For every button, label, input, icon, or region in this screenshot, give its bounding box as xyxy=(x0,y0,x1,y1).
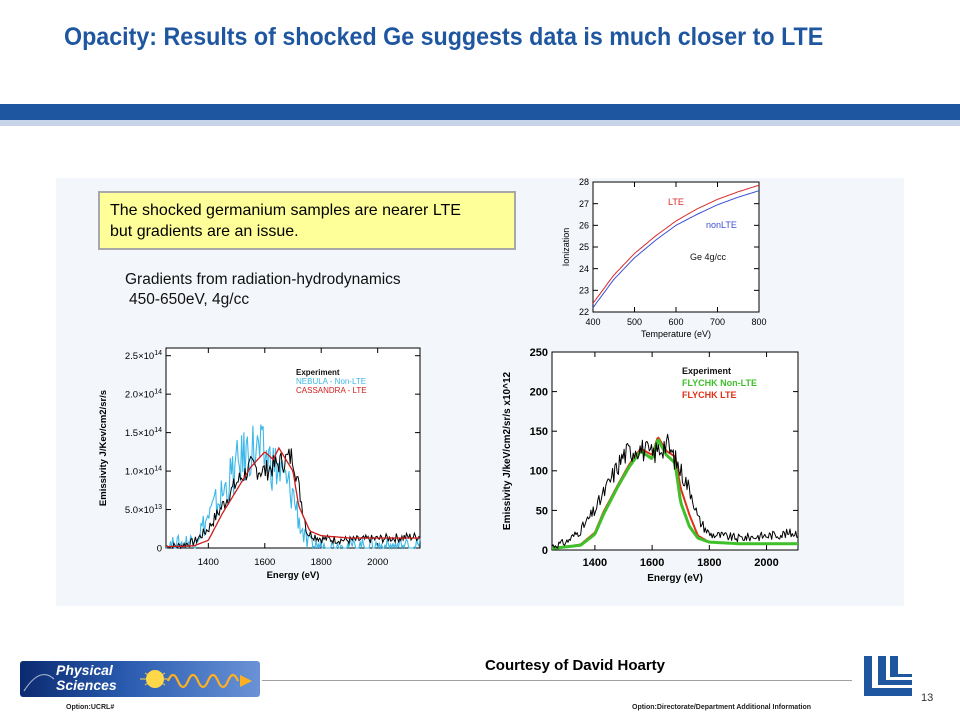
y-tick-label: 22 xyxy=(579,307,589,317)
x-tick-label: 700 xyxy=(710,317,725,327)
callout-box: The shocked germanium samples are nearer… xyxy=(98,191,516,250)
legend-flychk-lte: FLYCHK LTE xyxy=(682,390,737,400)
footer-divider xyxy=(262,680,852,681)
footer-left: Option:UCRL# xyxy=(66,704,115,711)
logo-text-2: Sciences xyxy=(56,677,117,693)
series-line-nonlte xyxy=(592,190,760,308)
legend-experiment: Experiment xyxy=(682,366,731,376)
x-axis-label: Energy (eV) xyxy=(267,570,320,581)
y-tick-label: 27 xyxy=(579,199,589,209)
series-line-cassandra xyxy=(166,446,420,548)
x-tick-label: 500 xyxy=(627,317,642,327)
y-tick-label: 1.0×1014 xyxy=(125,465,162,477)
x-tick-label: 2000 xyxy=(754,557,778,569)
x-tick-label: 1400 xyxy=(198,557,219,568)
legend-lte: LTE xyxy=(668,197,684,207)
flychk-chart: 1400 1600 1800 2000 0 50 100 150 200 250 Energy (e… xyxy=(502,347,799,584)
series-line-experiment xyxy=(551,433,799,549)
y-tick-label: 28 xyxy=(579,177,589,187)
y-tick-label: 23 xyxy=(579,285,589,295)
y-tick-label: 150 xyxy=(530,426,548,438)
x-tick-label: 1600 xyxy=(640,557,664,569)
series-line-nebula xyxy=(165,424,421,551)
callout-line-1: The shocked germanium samples are nearer… xyxy=(110,202,461,219)
ionization-chart: 400 500 600 700 800 22 23 24 25 26 27 28 Temperature… xyxy=(561,177,767,339)
llnl-logo xyxy=(864,656,912,696)
physical-sciences-logo: Physical Sciences xyxy=(20,661,260,697)
y-tick-label: 24 xyxy=(579,264,589,274)
legend-cassandra: CASSANDRA - LTE xyxy=(296,386,367,395)
callout-line-2: but gradients are an issue. xyxy=(110,223,299,240)
x-tick-label: 1800 xyxy=(311,557,332,568)
page-number: 13 xyxy=(921,692,934,704)
footer-right: Option:Directorate/Department Additional… xyxy=(632,704,812,711)
y-tick-label: 100 xyxy=(530,466,548,478)
slide-title: Opacity: Results of shocked Ge suggests … xyxy=(64,23,824,51)
x-tick-label: 800 xyxy=(751,317,766,327)
legend-flychk-nonlte: FLYCHK Non-LTE xyxy=(682,378,757,388)
y-axis-label: Emissivity J/Kev/cm2/sr/s xyxy=(98,390,109,506)
y-tick-label: 25 xyxy=(579,242,589,252)
y-tick-label: 250 xyxy=(530,347,548,359)
x-axis-label: Energy (eV) xyxy=(647,573,703,584)
x-tick-label: 600 xyxy=(668,317,683,327)
gradients-note: Gradients from radiation-hydrodynamics 4… xyxy=(125,270,401,310)
title-band xyxy=(0,104,960,120)
annotation-ge: Ge 4g/cc xyxy=(690,252,727,262)
x-axis-label: Temperature (eV) xyxy=(641,329,711,339)
series-line-lte xyxy=(592,184,760,304)
x-tick-label: 1600 xyxy=(254,557,275,568)
y-axis-label: Emissivity J/keV/cm2/sr/s x10^12 xyxy=(502,371,513,530)
legend-nonlte: nonLTE xyxy=(706,220,737,230)
plot-frame xyxy=(165,347,421,549)
y-tick-label: 200 xyxy=(530,386,548,398)
y-tick-label: 26 xyxy=(579,220,589,230)
logo-text-1: Physical xyxy=(56,662,113,678)
x-tick-label: 2000 xyxy=(367,557,388,568)
legend-experiment: Experiment xyxy=(296,368,340,377)
x-tick-label: 1800 xyxy=(697,557,721,569)
title-underband xyxy=(0,120,960,126)
x-tick-label: 400 xyxy=(585,317,600,327)
y-tick-label: 1.5×1014 xyxy=(125,427,162,439)
y-tick-label: 2.5×1014 xyxy=(125,350,162,362)
nebula-cassandra-chart: 1400 1600 1800 2000 0 5.0×1013 1.0×1014 1.5×101… xyxy=(98,347,421,581)
x-tick-label: 1400 xyxy=(583,557,607,569)
y-tick-label: 0 xyxy=(157,543,162,554)
y-tick-label: 2.0×1014 xyxy=(125,388,162,400)
y-axis-label: Ionization xyxy=(561,228,571,267)
legend-nebula: NEBULA - Non-LTE xyxy=(296,377,366,386)
y-tick-label: 5.0×1013 xyxy=(125,504,162,516)
gradients-line-1: Gradients from radiation-hydrodynamics xyxy=(125,271,401,288)
y-tick-label: 50 xyxy=(536,505,548,517)
y-tick-label: 0 xyxy=(542,545,548,557)
courtesy-text: Courtesy of David Hoarty xyxy=(484,657,666,674)
plot-frame xyxy=(551,351,799,551)
gradients-line-2: 450-650eV, 4g/cc xyxy=(129,291,250,308)
